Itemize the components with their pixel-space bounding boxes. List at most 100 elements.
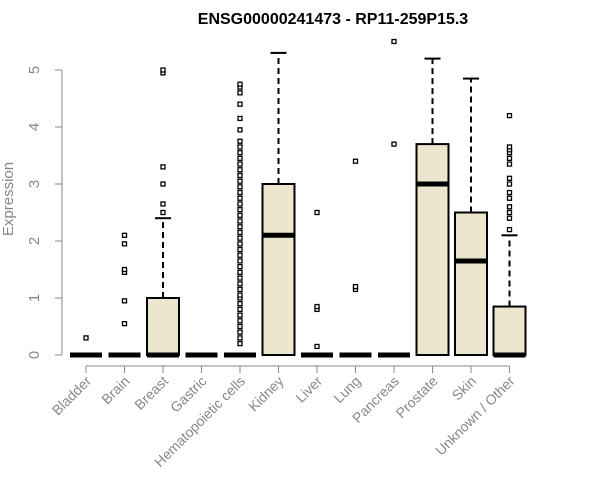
outlier-point (237, 218, 243, 224)
outlier-point (314, 209, 320, 216)
outlier-point (83, 335, 89, 341)
outlier-point (237, 206, 243, 213)
y-tick-label: 1 (26, 294, 43, 302)
outlier-point (237, 281, 243, 287)
outlier-point (160, 209, 166, 216)
outlier-point (237, 149, 243, 156)
outlier-point (237, 306, 243, 313)
outlier-point (237, 167, 243, 173)
x-tick-label: Lung (330, 373, 363, 406)
outlier-point (506, 195, 513, 201)
box-kidney (261, 51, 296, 356)
outlier-point (237, 115, 243, 122)
box-rect (492, 305, 527, 356)
outlier-point (237, 184, 243, 190)
outlier-point (506, 209, 513, 216)
outlier-point (237, 127, 243, 133)
x-tick-label: Brain (98, 373, 132, 407)
y-tick-label: 0 (26, 351, 43, 359)
outlier-point (237, 189, 243, 196)
x-tick-label: Bladder (49, 373, 95, 419)
outlier-point (160, 67, 166, 73)
box-lung (339, 158, 372, 358)
outlier-point (506, 181, 513, 187)
outlier-point (237, 292, 243, 298)
outlier-point (237, 224, 243, 230)
y-tick-label: 3 (26, 180, 43, 188)
outlier-point (237, 144, 243, 150)
outlier-point (352, 158, 359, 164)
outlier-point (506, 161, 513, 167)
box-prostate (415, 57, 450, 356)
outlier-point (506, 155, 513, 162)
box-hematopoietic-cells (224, 81, 256, 358)
outlier-point (237, 241, 243, 247)
box-rect (261, 183, 296, 356)
outlier-point (121, 298, 128, 304)
outlier-point (237, 229, 243, 236)
outlier-point (506, 112, 513, 119)
outlier-point (237, 258, 243, 264)
box-liver (301, 209, 333, 358)
outlier-point (237, 246, 243, 253)
outlier-point (237, 286, 243, 293)
outlier-point (160, 201, 166, 207)
outlier-point (237, 195, 243, 201)
y-axis: 0 1 2 3 4 5 (26, 66, 63, 359)
x-tick-label: Prostate (392, 373, 440, 421)
outlier-point (237, 318, 243, 324)
box-rect (454, 211, 488, 356)
outlier-point (314, 303, 320, 310)
outlier-point (506, 215, 513, 221)
outlier-point (237, 275, 243, 281)
box-rect (415, 143, 450, 356)
box-rect (146, 297, 180, 356)
outlier-point (237, 161, 243, 167)
box-bladder (70, 335, 102, 358)
outlier-point (237, 329, 243, 335)
outlier-point (352, 283, 359, 290)
outlier-point (506, 144, 513, 150)
outlier-point (237, 212, 243, 219)
outlier-point (237, 178, 243, 184)
outlier-point (237, 201, 243, 207)
y-tick-label: 4 (26, 123, 43, 131)
boxes (70, 38, 527, 358)
outlier-point (121, 241, 128, 247)
x-tick-label: Skin (449, 373, 480, 404)
box-breast (146, 67, 180, 358)
outlier-point (237, 155, 243, 162)
y-axis-label: Expression (0, 162, 17, 236)
outlier-point (121, 232, 128, 238)
outlier-point (391, 141, 397, 147)
box-pancreas (378, 38, 410, 358)
outlier-point (237, 81, 243, 87)
outlier-point (160, 164, 166, 170)
outlier-point (121, 266, 128, 273)
outlier-point (237, 312, 243, 318)
x-tick-label: Breast (131, 373, 171, 413)
x-tick-label: Liver (292, 373, 325, 406)
y-tick-label: 5 (26, 66, 43, 74)
outlier-point (237, 301, 243, 307)
outlier-point (237, 335, 243, 341)
x-tick-label: Kidney (245, 373, 287, 415)
outlier-point (506, 204, 513, 210)
outlier-point (237, 101, 243, 107)
box-skin (454, 77, 488, 356)
outlier-point (237, 235, 243, 241)
outlier-point (506, 175, 513, 181)
outlier-point (506, 189, 513, 196)
outlier-point (237, 323, 243, 330)
outlier-point (237, 263, 243, 270)
chart-title: ENSG00000241473 - RP11-259P15.3 (198, 11, 469, 28)
outlier-point (314, 343, 320, 350)
outlier-point (237, 138, 243, 144)
outlier-point (506, 226, 513, 233)
outlier-point (121, 320, 128, 327)
outlier-point (391, 38, 397, 45)
outlier-point (237, 252, 243, 258)
